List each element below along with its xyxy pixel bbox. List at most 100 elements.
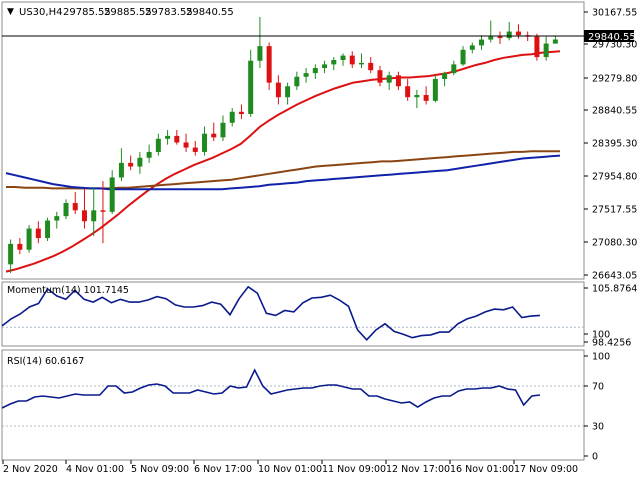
candle-body	[174, 135, 180, 143]
candle-body	[118, 162, 124, 178]
candle-body	[488, 36, 494, 40]
price-tick-label: 30167.55	[592, 8, 637, 19]
momentum-line	[1, 285, 541, 341]
candle-body	[386, 75, 392, 83]
x-tick-label: 16 Nov 01:00	[450, 464, 514, 475]
momentum-tick-label: 98.4256	[592, 338, 631, 349]
candle-body	[479, 39, 485, 46]
x-tick-label: 10 Nov 01:00	[258, 464, 322, 475]
candle-body	[155, 138, 161, 152]
price-tick-label: 28840.55	[592, 106, 637, 117]
rsi-tick-label: 30	[592, 422, 604, 433]
candle-body	[414, 95, 420, 98]
price-tick-label: 27954.80	[592, 172, 637, 183]
candle-body	[165, 135, 171, 139]
open-value: 29785.55	[63, 7, 111, 18]
close-value: 29840.55	[186, 7, 234, 18]
candle-body	[35, 228, 41, 239]
rsi-tick-label: 0	[592, 452, 598, 463]
rsi-pane	[1, 349, 585, 461]
candle-body	[192, 147, 198, 152]
candle-body	[322, 64, 328, 69]
momentum-pane	[1, 281, 585, 347]
candle-body	[442, 73, 448, 79]
current-price-label: 29840.55	[588, 32, 636, 43]
current-price-badge	[584, 30, 634, 42]
candle-body	[340, 55, 346, 60]
candle-body	[543, 43, 549, 58]
moving-average-line-2	[5, 154, 561, 191]
candle-body	[469, 45, 475, 50]
price-pane	[1, 1, 585, 280]
candle-body	[497, 36, 503, 39]
candle-body	[552, 39, 558, 44]
candle-body	[515, 31, 521, 36]
candle-body	[26, 228, 32, 250]
candle-body	[211, 133, 217, 138]
x-tick-label: 4 Nov 01:00	[66, 464, 124, 475]
candle-body	[303, 73, 309, 77]
candle-body	[285, 86, 291, 98]
candle-body	[534, 36, 540, 58]
candle-body	[257, 46, 263, 61]
candle-body	[275, 82, 281, 98]
price-tick-label: 26643.05	[592, 271, 637, 282]
candle-body	[358, 62, 364, 65]
candle-body	[72, 203, 78, 211]
candle-body	[423, 95, 429, 101]
x-tick-label: 17 Nov 09:00	[514, 464, 578, 475]
candle-body	[368, 62, 374, 71]
price-tick-label: 27080.30	[592, 238, 637, 249]
candle-body	[146, 151, 152, 158]
header-arrow-icon[interactable]: ▼	[7, 7, 14, 17]
x-tick-label: 6 Nov 17:00	[194, 464, 252, 475]
candle-body	[294, 76, 300, 87]
candle-body	[238, 111, 244, 114]
price-tick-label: 29279.80	[592, 74, 637, 85]
momentum-tick-label: 105.8764	[592, 284, 637, 295]
candle-body	[266, 46, 272, 83]
candle-body	[45, 220, 51, 239]
price-tick-label: 28395.30	[592, 139, 637, 150]
candle-body	[54, 216, 60, 221]
candle-body	[506, 31, 512, 39]
candle-body	[460, 49, 466, 65]
candle-body	[395, 75, 401, 87]
candle-body	[8, 243, 14, 265]
x-tick-label: 2 Nov 2020	[3, 464, 58, 475]
candle-body	[405, 86, 411, 98]
candle-body	[137, 157, 143, 167]
candle-body	[248, 60, 254, 114]
low-value: 29783.55	[145, 7, 193, 18]
rsi-title: RSI(14) 60.6167	[7, 356, 84, 367]
x-tick-label: 11 Nov 09:00	[322, 464, 386, 475]
candle-body	[100, 210, 106, 212]
candle-body	[377, 70, 383, 83]
price-tick-label: 27517.55	[592, 205, 637, 216]
x-tick-label: 12 Nov 17:00	[386, 464, 450, 475]
price-tick-label: 29730.30	[592, 40, 637, 51]
candle-body	[63, 203, 69, 217]
high-value: 29885.55	[104, 7, 152, 18]
candle-body	[109, 177, 115, 212]
candle-body	[220, 122, 226, 138]
candle-body	[432, 78, 438, 101]
candle-body	[91, 210, 97, 222]
candle-body	[128, 162, 134, 167]
candle-body	[183, 142, 189, 148]
candle-body	[202, 133, 208, 152]
candle-body	[81, 210, 87, 222]
candle-body	[17, 243, 23, 250]
symbol-label: US30,H4	[19, 7, 62, 18]
candle-body	[229, 111, 235, 123]
moving-average-line-0	[5, 50, 561, 273]
candle-body	[451, 64, 457, 74]
rsi-line	[1, 368, 541, 409]
candle-body	[349, 55, 355, 65]
momentum-tick-label: 100	[592, 330, 610, 341]
rsi-tick-label: 100	[592, 352, 610, 363]
x-tick-label: 5 Nov 09:00	[131, 464, 189, 475]
momentum-title: Momentum(14) 101.7145	[7, 285, 129, 296]
